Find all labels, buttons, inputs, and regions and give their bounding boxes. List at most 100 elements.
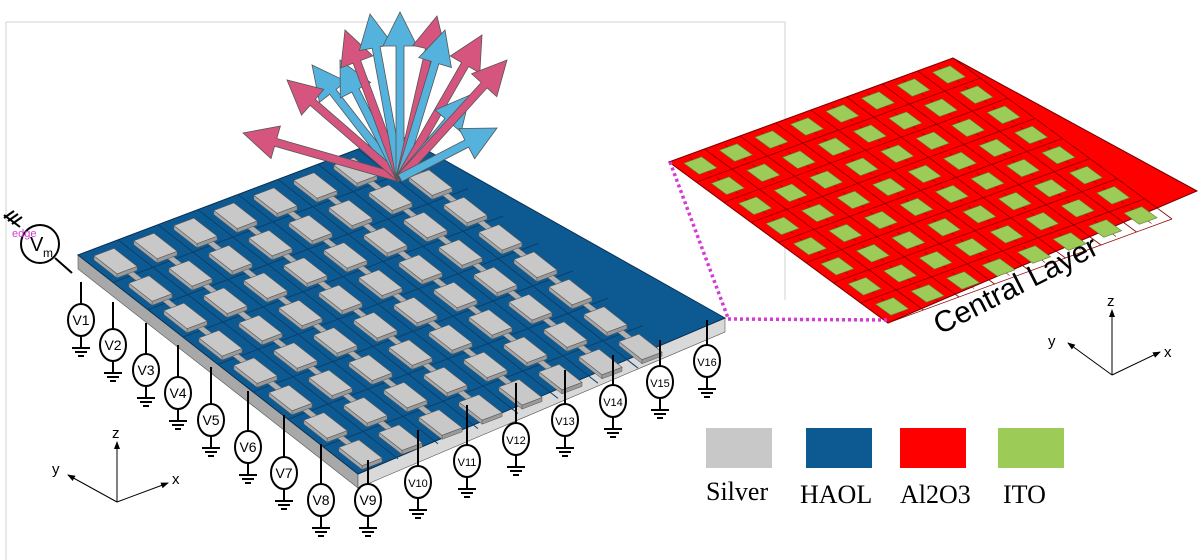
silver-pad <box>203 287 248 314</box>
ito-pad <box>934 184 970 204</box>
voltage-source-v6: V6 <box>234 391 262 484</box>
silver-pad <box>198 330 243 357</box>
silver-pad <box>463 351 508 379</box>
voltage-label: V13 <box>555 416 575 428</box>
ito-pad <box>907 164 942 184</box>
silver-pad <box>323 242 368 269</box>
ito-pad <box>746 163 781 182</box>
silver-pad <box>368 184 413 211</box>
silver-pad <box>403 211 448 239</box>
silver-pad <box>473 266 518 294</box>
voltage-source-v16: V16 <box>693 320 721 398</box>
ito-pad <box>926 217 962 237</box>
voltage-label: V5 <box>202 412 219 428</box>
silver-pad <box>318 284 363 312</box>
silver-pad <box>498 379 543 406</box>
ito-pad <box>710 176 746 195</box>
silver-pad <box>618 333 663 361</box>
silver-pad <box>358 269 403 296</box>
silver-pad <box>163 302 208 330</box>
silver-pad <box>313 327 358 354</box>
ito-pad <box>942 151 978 171</box>
silver-pad <box>288 214 333 242</box>
voltage-source-v10: V10 <box>404 430 432 519</box>
ito-pad <box>1095 186 1131 205</box>
haol-grid-line <box>277 178 559 399</box>
silver-pad <box>578 348 623 376</box>
silver-pad <box>513 251 558 278</box>
ito-pad <box>765 216 800 236</box>
axis-y-label: y <box>52 461 60 478</box>
ito-pad <box>847 277 882 296</box>
ito-pad <box>1060 199 1095 218</box>
ito-pad <box>1005 158 1041 178</box>
silver-pad <box>328 199 373 227</box>
ito-pad <box>931 65 967 84</box>
ito-pad <box>874 297 910 316</box>
ito-pad <box>945 271 981 290</box>
ito-pad <box>789 117 825 136</box>
voltage-source-v13: V13 <box>551 370 579 457</box>
ito-pad <box>1024 212 1060 231</box>
silver-pad <box>443 196 488 224</box>
silver-pad <box>273 342 318 369</box>
ito-pad <box>718 143 754 162</box>
ito-pad <box>888 111 923 130</box>
voltage-label: V9 <box>359 492 376 508</box>
silver-pad <box>388 339 433 366</box>
ito-pad <box>1087 219 1123 238</box>
main-metasurface-array <box>76 133 727 489</box>
voltage-source-v1: V1 <box>67 282 95 357</box>
ito-pad <box>915 131 950 151</box>
steered-beams <box>242 11 508 183</box>
haol-grid-line <box>252 270 574 393</box>
pink-beam-arrow <box>340 29 405 180</box>
silver-pad <box>268 384 313 412</box>
voltage-label: V1 <box>72 312 89 328</box>
voltage-label: V2 <box>104 337 121 353</box>
ito-pad <box>962 204 997 224</box>
ito-pad <box>981 258 1016 277</box>
silver-pad <box>363 227 408 254</box>
vm-symbol <box>20 224 60 264</box>
voltage-source-v11: V11 <box>453 405 481 498</box>
silver-pad <box>508 294 553 321</box>
ito-pad <box>1041 145 1076 165</box>
ito-pad <box>986 105 1021 125</box>
ito-pad <box>1123 206 1158 225</box>
silver-pad <box>338 439 383 466</box>
silver-pad <box>243 272 288 299</box>
ito-pad <box>918 251 953 270</box>
haol-grid-line <box>287 297 609 420</box>
ito-pad <box>800 203 836 223</box>
ito-pad <box>882 264 918 283</box>
voltage-label: V16 <box>697 357 717 369</box>
silver-pad <box>248 229 293 257</box>
vm-label: V <box>30 234 44 256</box>
voltage-label: V8 <box>312 492 329 508</box>
axis-y-label-right: y <box>1048 333 1056 350</box>
ito-pad <box>899 197 934 217</box>
legend-swatch-haol <box>806 428 872 468</box>
voltage-source-v9: V9 <box>354 460 382 537</box>
silver-pad <box>238 314 283 342</box>
silver-pad <box>438 239 483 266</box>
ito-pad <box>910 284 945 303</box>
ito-pad <box>855 243 891 263</box>
silver-pad <box>478 224 523 251</box>
silver-pad <box>423 366 468 394</box>
central-layer <box>667 57 1199 324</box>
ito-pad <box>953 238 989 257</box>
axes-left: z x y <box>52 425 180 503</box>
blue-beam-arrow <box>397 127 498 183</box>
ito-pad <box>817 137 852 156</box>
silver-pad <box>133 232 178 260</box>
haol-grid-line <box>357 148 639 369</box>
silver-pad <box>343 397 388 424</box>
ito-pad <box>836 190 871 210</box>
edge-note: edge <box>12 228 36 240</box>
silver-pad <box>253 187 298 214</box>
silver-pad <box>283 257 328 284</box>
ito-pad <box>808 170 844 190</box>
legend-swatch-ito <box>998 428 1064 468</box>
